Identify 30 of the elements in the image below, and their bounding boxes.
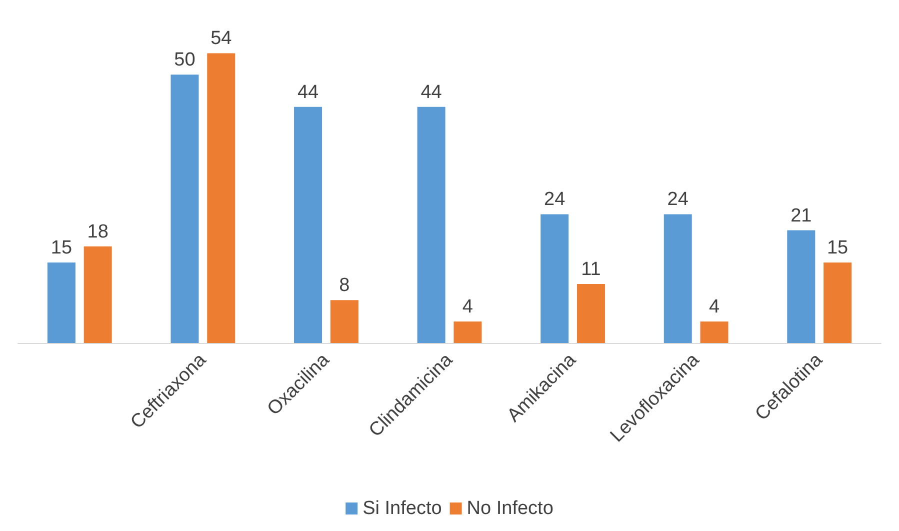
data-label: 8 — [339, 275, 350, 296]
bar — [294, 106, 322, 343]
legend-label: No Infecto — [466, 498, 554, 519]
data-label: 24 — [667, 189, 689, 210]
data-label: 4 — [462, 296, 474, 318]
data-label: 15 — [50, 238, 72, 258]
data-label: 24 — [544, 189, 566, 210]
bar — [207, 53, 236, 343]
data-label: 15 — [826, 238, 848, 258]
bar — [576, 284, 605, 343]
bar — [47, 262, 76, 343]
data-label: 54 — [210, 28, 232, 50]
bar — [454, 322, 482, 343]
data-label: 18 — [87, 221, 108, 242]
bar — [417, 106, 446, 343]
bar — [787, 230, 816, 343]
bar — [700, 322, 728, 343]
bar — [170, 74, 199, 343]
data-label: 44 — [420, 82, 442, 103]
bar — [330, 300, 358, 343]
data-label: 44 — [297, 82, 320, 103]
legend-label: Si Infecto — [362, 498, 442, 519]
bar — [824, 262, 852, 343]
data-label: 11 — [581, 258, 601, 280]
bar — [664, 214, 692, 343]
data-label: 21 — [790, 205, 812, 226]
bar — [540, 214, 569, 343]
data-label: 4 — [708, 296, 720, 318]
data-label: 50 — [174, 50, 196, 71]
bar — [84, 246, 112, 343]
